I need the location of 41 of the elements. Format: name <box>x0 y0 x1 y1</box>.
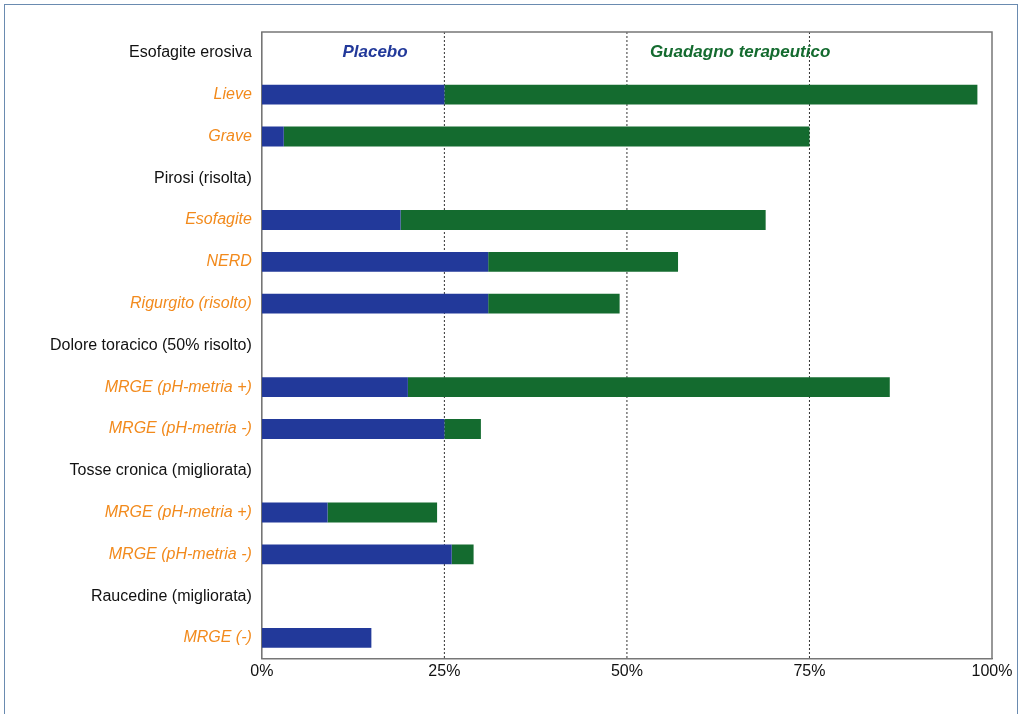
x-tick-label: 50% <box>610 661 643 679</box>
y-tick-label: Raucedine (migliorata) <box>90 586 252 604</box>
y-tick-label: NERD <box>206 252 253 270</box>
bar <box>261 84 445 105</box>
bar <box>261 126 284 147</box>
y-tick-label: MRGE (pH-metria -) <box>108 544 252 562</box>
bar <box>407 377 890 398</box>
y-tick-label: Pirosi (risolta) <box>154 168 252 186</box>
y-tick-label: MRGE (pH-metria +) <box>104 503 252 520</box>
bar <box>261 502 328 523</box>
series-label: Placebo <box>342 41 408 61</box>
bar <box>488 251 679 272</box>
bar <box>261 627 372 648</box>
y-tick-label: Tosse cronica (migliorata) <box>69 461 252 479</box>
y-tick-label: Grave <box>208 126 252 144</box>
bar <box>261 544 452 565</box>
bar <box>400 210 766 230</box>
bar <box>444 419 481 439</box>
bar <box>261 210 401 230</box>
x-tick-label: 0% <box>250 661 274 679</box>
bar <box>261 377 408 398</box>
bar <box>444 84 978 105</box>
y-tick-label: Esofagite erosiva <box>129 43 252 61</box>
bar <box>488 293 620 314</box>
bar <box>283 126 810 147</box>
y-tick-label: MRGE (pH-metria +) <box>104 377 252 395</box>
x-tick-label: 75% <box>793 661 826 679</box>
y-tick-label: Dolore toracico (50% risolto) <box>49 335 252 353</box>
y-tick-label: Rigurgito (risolto) <box>130 294 252 312</box>
bar <box>327 502 438 523</box>
x-tick-label: 100% <box>971 661 1013 679</box>
y-tick-label: MRGE (pH-metria -) <box>108 419 252 437</box>
bar <box>261 419 445 439</box>
y-tick-label: Esofagite <box>185 210 252 228</box>
y-tick-label: MRGE (-) <box>183 628 252 646</box>
bar <box>261 293 489 314</box>
series-label: Guadagno terapeutico <box>649 41 831 61</box>
y-tick-label: Lieve <box>213 85 252 103</box>
bar <box>451 544 474 565</box>
x-tick-label: 25% <box>428 661 461 679</box>
bar <box>261 251 489 272</box>
